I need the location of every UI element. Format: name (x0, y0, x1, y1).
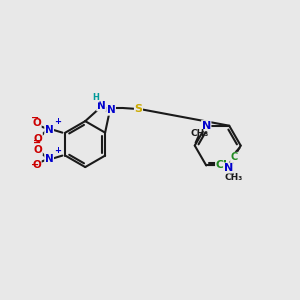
Text: O: O (34, 134, 42, 143)
Text: −: − (32, 159, 40, 170)
Text: Cl: Cl (216, 160, 227, 170)
Text: −: − (33, 138, 41, 148)
Text: N: N (45, 154, 53, 164)
Text: −: − (32, 113, 40, 123)
Text: N: N (224, 163, 233, 173)
Text: O: O (32, 160, 41, 170)
Text: CH₃: CH₃ (190, 129, 208, 138)
Text: O: O (32, 118, 41, 128)
Text: H: H (92, 93, 99, 102)
Text: O: O (34, 145, 42, 155)
Text: C: C (231, 152, 238, 162)
Text: CH₃: CH₃ (224, 173, 243, 182)
Text: +: + (54, 146, 61, 155)
Text: −: − (33, 136, 41, 146)
Text: N: N (202, 121, 211, 131)
Text: N: N (45, 125, 53, 135)
Text: +: + (54, 117, 61, 126)
Text: N: N (97, 101, 106, 111)
Text: S: S (134, 104, 142, 114)
Text: N: N (107, 105, 116, 115)
